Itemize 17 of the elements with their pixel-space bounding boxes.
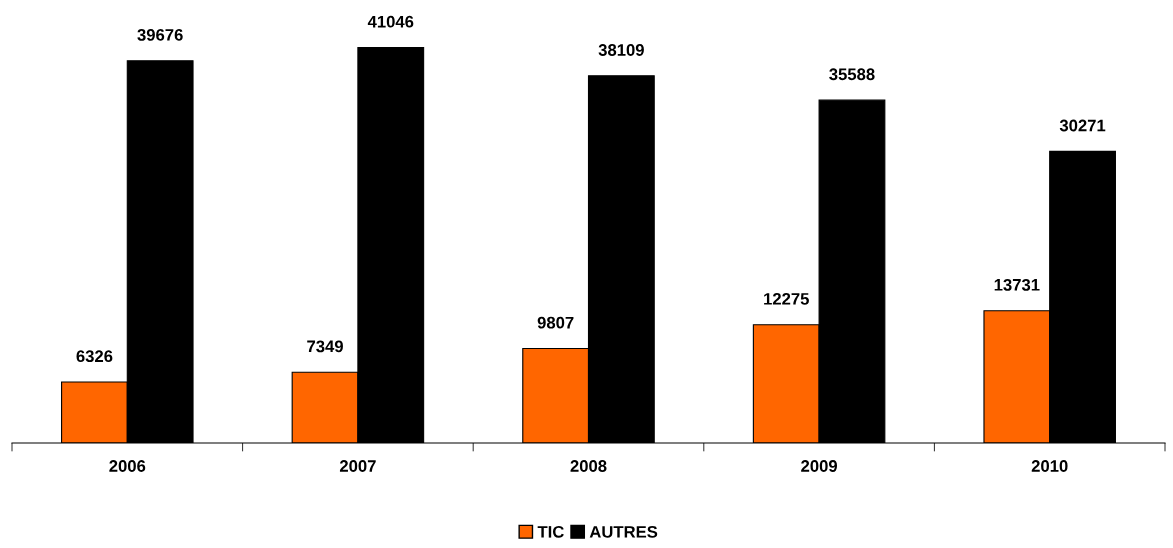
data-label: 9807	[537, 316, 574, 329]
data-label: 35588	[829, 68, 875, 81]
x-tick-label: 2008	[570, 460, 607, 472]
legend-label: TIC	[537, 525, 564, 538]
legend-label: AUTRES	[589, 525, 658, 538]
data-label: 39676	[137, 28, 183, 41]
x-tick-label: 2006	[109, 460, 146, 472]
data-label: 12275	[764, 292, 809, 305]
data-label: 30271	[1059, 119, 1106, 132]
data-label: 41046	[367, 15, 414, 28]
data-label: 7349	[307, 340, 343, 353]
data-label: 13731	[994, 278, 1040, 291]
x-tick-label: 2007	[339, 460, 376, 472]
x-tick-label: 2010	[1031, 460, 1068, 472]
x-tick-label: 2009	[801, 460, 838, 472]
data-label: 6326	[76, 350, 113, 363]
data-label: 38109	[598, 44, 644, 56]
